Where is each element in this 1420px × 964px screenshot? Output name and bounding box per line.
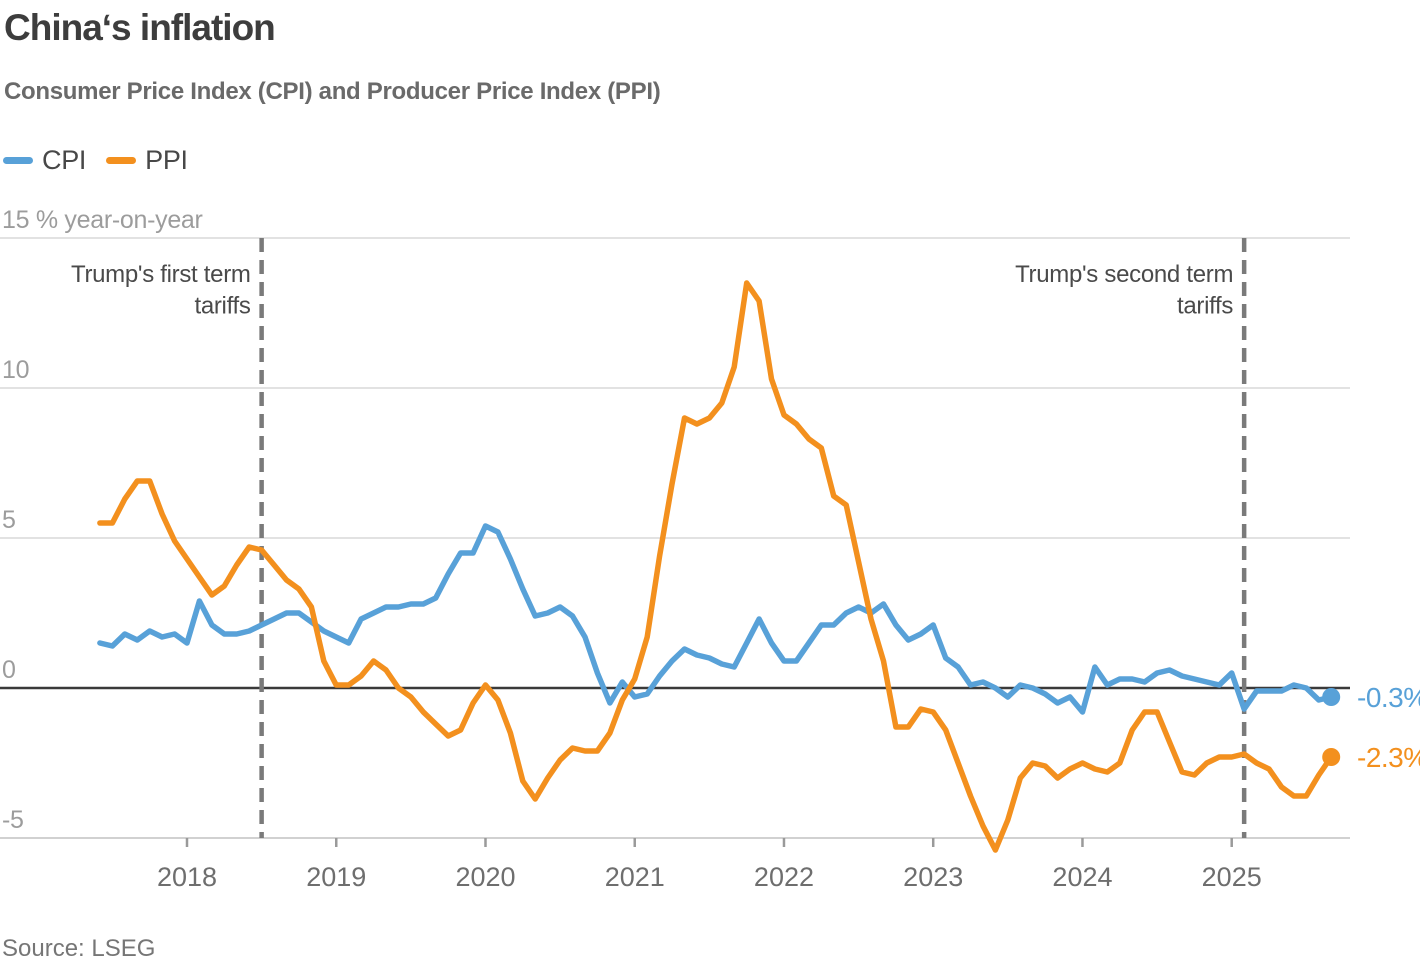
annotation-2-line-1: Trump's second term (1015, 261, 1233, 288)
y-tick-label-5: 5 (2, 506, 16, 534)
cpi-end-dot (1322, 688, 1341, 706)
y-tick-label-15: 15 % year-on-year (2, 206, 203, 234)
ppi-swatch-icon (106, 157, 137, 164)
ppi-line (97, 280, 1334, 853)
legend-item-ppi: PPI (106, 145, 188, 176)
x-tick-label-2018: 2018 (157, 862, 217, 892)
annotation-1-line-1: Trump's first term (71, 261, 251, 288)
source-note: Source: LSEG (2, 935, 156, 962)
x-tick-label-2024: 2024 (1052, 862, 1112, 892)
y-tick-label-10: 10 (2, 356, 29, 384)
annotation-2-line-2: tariffs (1177, 293, 1233, 320)
x-tick-label-2020: 2020 (455, 862, 515, 892)
ppi-end-label: -2.3% (1357, 742, 1420, 773)
chart-subtitle: Consumer Price Index (CPI) and Producer … (4, 78, 661, 105)
cpi-end-label: -0.3% (1357, 682, 1420, 713)
ppi-end-dot (1322, 748, 1341, 766)
x-tick-label-2022: 2022 (754, 862, 814, 892)
chart-title: China‘s inflation (4, 7, 276, 48)
legend-label-cpi: CPI (42, 145, 87, 175)
y-tick-label--5: -5 (2, 806, 24, 834)
x-tick-label-2021: 2021 (605, 862, 665, 892)
x-tick-label-2023: 2023 (903, 862, 963, 892)
legend: CPI PPI (3, 145, 188, 176)
cpi-line (97, 523, 1334, 715)
y-tick-label-0: 0 (2, 656, 16, 684)
cpi-swatch-icon (3, 157, 33, 164)
x-tick-label-2025: 2025 (1202, 862, 1262, 892)
legend-item-cpi: CPI (3, 145, 86, 176)
x-tick-label-2019: 2019 (306, 862, 366, 892)
legend-label-ppi: PPI (145, 145, 188, 175)
annotation-1-line-2: tariffs (194, 293, 250, 320)
